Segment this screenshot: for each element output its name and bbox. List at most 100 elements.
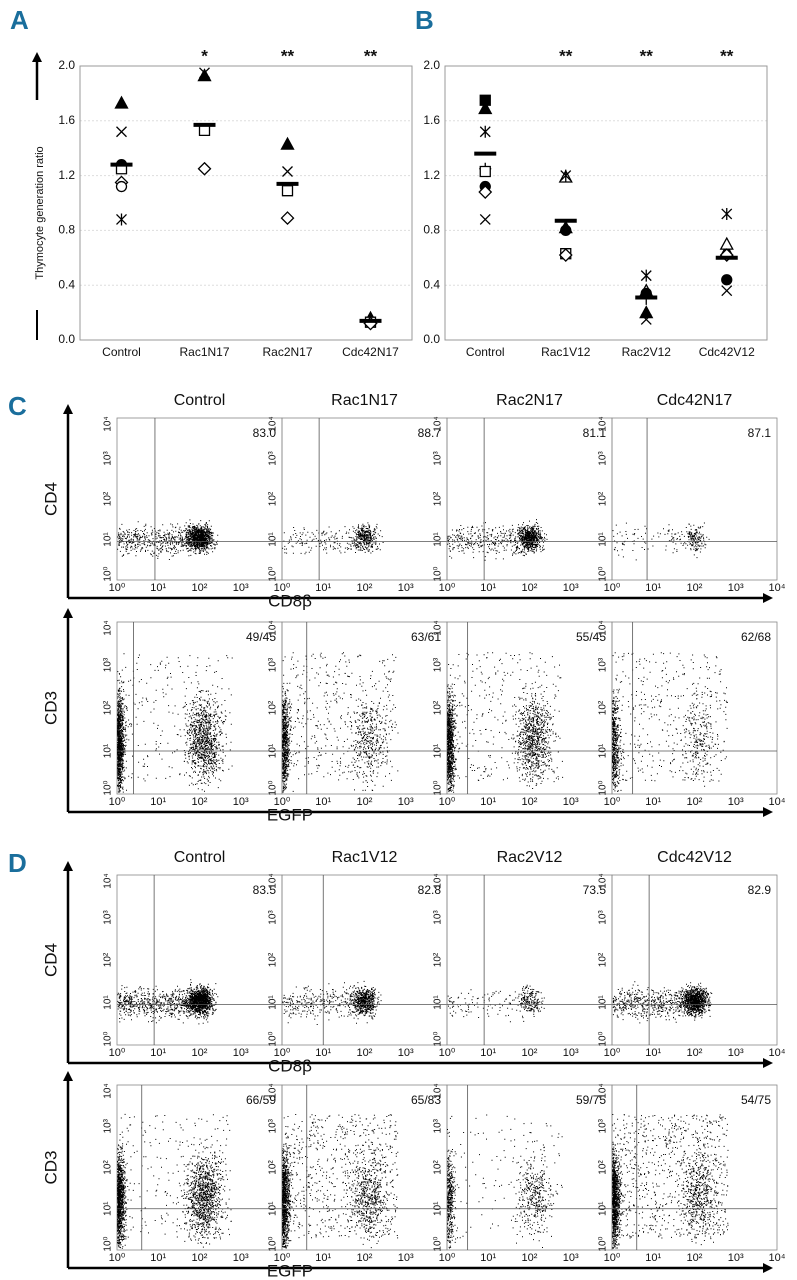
y-tick-label: 10¹: [598, 1201, 609, 1216]
x-tick-label: 10³: [728, 582, 744, 594]
y-tick-label: 10¹: [103, 743, 114, 758]
x-tick-label: 10⁰: [109, 796, 126, 808]
x-tick-label: 10³: [398, 796, 414, 808]
quadrant-value: 65/83: [411, 1093, 441, 1107]
x-tick-label: 10⁰: [274, 582, 291, 594]
x-tick-label: 10⁰: [274, 1252, 291, 1264]
significance: **: [559, 46, 573, 65]
x-tick-label: 10⁴: [769, 1252, 786, 1264]
y-tick-label: 1.2: [58, 168, 75, 182]
x-tick-label: 10¹: [315, 1047, 331, 1059]
y-tick-label: 10⁰: [433, 566, 444, 581]
y-tick-label: 10⁴: [433, 873, 444, 888]
data-point: [558, 248, 573, 262]
y-tick-label: 10²: [598, 700, 609, 715]
y-tick-label: 10⁰: [598, 780, 609, 795]
quadrant-value: 81.1: [583, 426, 607, 440]
x-tick-label: 10¹: [315, 1252, 331, 1264]
y-tick-label: 10²: [103, 491, 114, 506]
y-tick-label: 10³: [268, 657, 279, 672]
y-tick-label: 10⁰: [433, 1031, 444, 1046]
data-point: [479, 213, 491, 225]
y-tick-label: 10²: [268, 1160, 279, 1175]
quadrant-value: 66/59: [246, 1093, 276, 1107]
y-tick-label: 10²: [268, 491, 279, 506]
x-tick-label: 10⁴: [769, 1047, 786, 1059]
x-tick-label: 10¹: [150, 796, 166, 808]
x-tick-label: 10²: [522, 796, 538, 808]
arrow-head: [763, 1058, 773, 1068]
y-axis-label: CD4: [41, 943, 60, 977]
data-point: [721, 274, 733, 286]
data-point: [560, 169, 572, 182]
x-tick-label: Control: [466, 345, 505, 359]
events: [612, 652, 728, 792]
plot-title: Rac1N17: [331, 392, 398, 409]
data-point: [282, 166, 293, 177]
x-axis-label: CD8β: [268, 591, 312, 610]
events: [117, 519, 219, 560]
data-point: [479, 125, 491, 138]
x-tick-label: 10⁴: [769, 796, 786, 808]
y-tick-label: 10⁴: [598, 873, 609, 888]
data-point: [280, 211, 295, 225]
x-tick-label: 10²: [192, 796, 208, 808]
data-point: [639, 305, 654, 319]
quadrant-value: 82.9: [748, 883, 772, 897]
x-tick-label: 10³: [728, 1047, 744, 1059]
y-tick-label: 10³: [103, 451, 114, 466]
y-tick-label: 10⁰: [433, 1236, 444, 1251]
quadrant-value: 55/45: [576, 630, 606, 644]
y-tick-label: 10²: [598, 491, 609, 506]
plot-frame: [611, 417, 778, 581]
x-tick-label: 10⁴: [769, 582, 786, 594]
y-tick-label: 1.2: [423, 168, 440, 182]
y-tick-label: 10³: [433, 1118, 444, 1133]
y-tick-label: 10³: [598, 657, 609, 672]
y-tick-label: 10¹: [598, 743, 609, 758]
plot-title: Rac1V12: [332, 849, 398, 866]
x-tick-label: 10⁰: [604, 796, 621, 808]
y-tick-label: 10¹: [268, 532, 279, 547]
plot-frame: [79, 65, 413, 341]
x-tick-label: 10¹: [150, 582, 166, 594]
plot-title: Control: [174, 849, 226, 866]
x-axis-label: CD8β: [268, 1056, 312, 1075]
plot-frame: [611, 1084, 778, 1251]
events: [117, 979, 219, 1025]
significance: *: [201, 46, 208, 65]
data-point: [199, 67, 210, 79]
plot-frame: [116, 417, 283, 581]
x-tick-label: Rac2V12: [622, 345, 672, 359]
data-point: [479, 94, 491, 106]
events: [612, 1114, 729, 1249]
x-axis-label: EGFP: [267, 1261, 313, 1280]
plot-frame: [446, 874, 613, 1046]
y-tick-label: 10¹: [433, 995, 444, 1010]
plot-frame: [281, 417, 448, 581]
quadrant-value: 63/61: [411, 630, 441, 644]
plot-title: Rac2V12: [497, 849, 563, 866]
x-axis-label: EGFP: [267, 805, 313, 824]
y-tick-label: 10²: [268, 952, 279, 967]
x-tick-label: 10³: [728, 1252, 744, 1264]
data-point: [640, 313, 652, 325]
events: [612, 981, 713, 1024]
y-tick-label: 10¹: [268, 743, 279, 758]
plot-title: Rac2N17: [496, 392, 563, 409]
y-axis-label: CD4: [41, 482, 60, 516]
significance: **: [364, 46, 378, 65]
data-point: [478, 185, 493, 199]
x-tick-label: 10⁰: [604, 582, 621, 594]
arrow-head: [763, 807, 773, 817]
y-tick-label: 10⁰: [268, 780, 279, 795]
y-tick-label: 0.8: [58, 223, 75, 237]
x-tick-label: 10³: [563, 796, 579, 808]
events: [282, 980, 382, 1025]
y-tick-label: 0.0: [58, 332, 75, 346]
x-tick-label: 10¹: [150, 1252, 166, 1264]
y-tick-label: 10³: [598, 451, 609, 466]
x-tick-label: 10¹: [645, 796, 661, 808]
quadrant-value: 88.7: [418, 426, 442, 440]
x-tick-label: 10³: [563, 1252, 579, 1264]
